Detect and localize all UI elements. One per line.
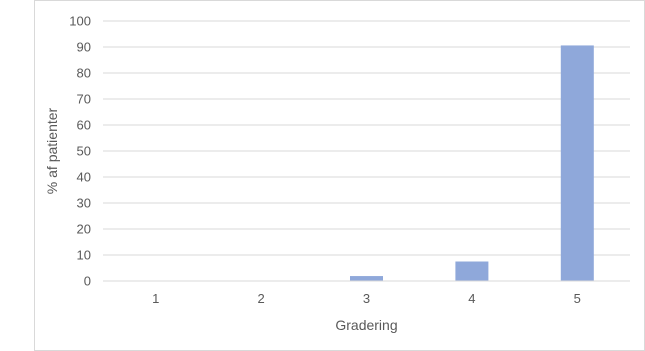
- y-tick-label: 50: [77, 144, 91, 159]
- x-tick-label: 5: [574, 291, 581, 306]
- bar-4: [455, 261, 489, 281]
- y-tick-label: 100: [69, 14, 91, 29]
- x-tick-label: 3: [363, 291, 370, 306]
- y-tick-label: 30: [77, 196, 91, 211]
- x-tick-label: 2: [257, 291, 264, 306]
- y-tick-label: 0: [84, 274, 91, 289]
- y-tick-label: 70: [77, 92, 91, 107]
- y-tick-label: 80: [77, 66, 91, 81]
- bars: [350, 45, 594, 281]
- chart-border: [34, 0, 645, 351]
- gridlines: [103, 20, 630, 256]
- bar-5: [560, 45, 594, 281]
- y-tick-label: 10: [77, 248, 91, 263]
- x-tick-label: 4: [468, 291, 475, 306]
- y-axis-tick-labels: 0 10 20 30 40 50 60 70 80 90 100: [69, 14, 91, 289]
- y-tick-label: 60: [77, 118, 91, 133]
- y-tick-label: 90: [77, 40, 91, 55]
- x-axis-tick-labels: 1 2 3 4 5: [152, 291, 581, 306]
- bar-3: [350, 276, 383, 281]
- x-axis-title: Gradering: [335, 317, 397, 333]
- y-tick-label: 40: [77, 170, 91, 185]
- x-tick-label: 1: [152, 291, 159, 306]
- y-axis-title: % af patienter: [44, 107, 60, 194]
- y-tick-label: 20: [77, 222, 91, 237]
